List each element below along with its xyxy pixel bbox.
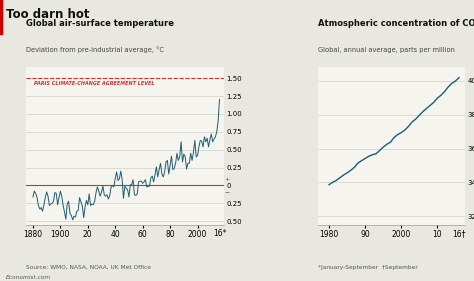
Text: Source: WMO, NASA, NOAA, UK Met Office: Source: WMO, NASA, NOAA, UK Met Office: [26, 265, 151, 270]
Text: Global air-surface temperature: Global air-surface temperature: [26, 19, 174, 28]
Text: Too darn hot: Too darn hot: [6, 8, 89, 21]
Text: Global, annual average, parts per million: Global, annual average, parts per millio…: [318, 47, 455, 53]
Text: Economist.com: Economist.com: [6, 275, 51, 280]
Text: PARIS CLIMATE-CHANGE AGREEMENT LEVEL: PARIS CLIMATE-CHANGE AGREEMENT LEVEL: [34, 81, 155, 86]
Text: 16†: 16†: [452, 229, 466, 238]
Text: −: −: [224, 189, 229, 194]
Text: +: +: [224, 177, 229, 182]
Text: Deviation from pre-industrial average, °C: Deviation from pre-industrial average, °…: [26, 47, 164, 53]
Text: *January-September  †September: *January-September †September: [318, 265, 418, 270]
Text: 16*: 16*: [213, 229, 226, 238]
Text: Atmospheric concentration of CO₂: Atmospheric concentration of CO₂: [318, 19, 474, 28]
